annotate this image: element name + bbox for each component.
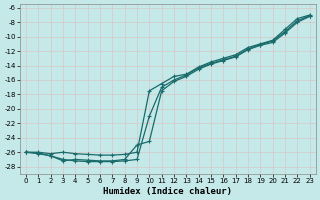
- X-axis label: Humidex (Indice chaleur): Humidex (Indice chaleur): [103, 187, 232, 196]
